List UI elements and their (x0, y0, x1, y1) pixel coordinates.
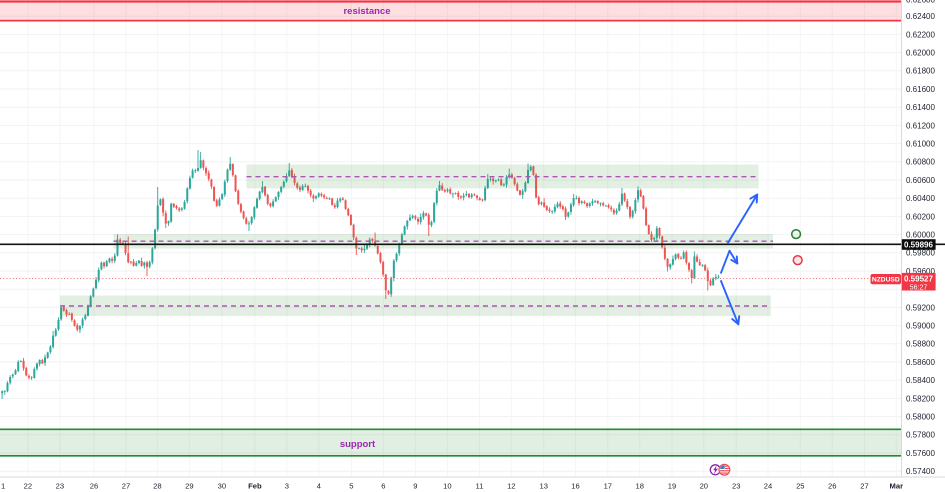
svg-text:1: 1 (1, 482, 5, 491)
svg-text:28: 28 (153, 482, 161, 491)
svg-text:support: support (340, 439, 376, 450)
svg-text:0.59527: 0.59527 (904, 274, 933, 283)
svg-text:0.59000: 0.59000 (906, 322, 935, 331)
svg-text:0.59896: 0.59896 (904, 241, 933, 250)
svg-text:NZDUSD: NZDUSD (872, 277, 900, 284)
svg-text:0.58000: 0.58000 (906, 413, 935, 422)
svg-text:5: 5 (349, 482, 353, 491)
svg-text:26: 26 (90, 482, 98, 491)
svg-text:56:27: 56:27 (910, 284, 928, 291)
svg-text:30: 30 (218, 482, 226, 491)
svg-text:16: 16 (571, 482, 579, 491)
svg-text:0.61800: 0.61800 (906, 67, 935, 76)
svg-text:0.61400: 0.61400 (906, 103, 935, 112)
svg-text:12: 12 (507, 482, 515, 491)
svg-text:Feb: Feb (248, 482, 262, 491)
svg-text:9: 9 (413, 482, 417, 491)
svg-text:27: 27 (860, 482, 868, 491)
svg-text:0.60200: 0.60200 (906, 212, 935, 221)
svg-text:29: 29 (185, 482, 193, 491)
svg-text:13: 13 (539, 482, 547, 491)
svg-text:18: 18 (635, 482, 643, 491)
svg-text:0.57800: 0.57800 (906, 431, 935, 440)
svg-text:0.60400: 0.60400 (906, 194, 935, 203)
svg-text:19: 19 (668, 482, 676, 491)
svg-text:0.58200: 0.58200 (906, 394, 935, 403)
svg-text:10: 10 (443, 482, 451, 491)
svg-text:0.58400: 0.58400 (906, 376, 935, 385)
svg-text:0.57400: 0.57400 (906, 467, 935, 476)
svg-text:0.59800: 0.59800 (906, 249, 935, 258)
svg-text:0.62000: 0.62000 (906, 49, 935, 58)
svg-text:4: 4 (317, 482, 321, 491)
svg-text:20: 20 (700, 482, 708, 491)
svg-text:0.62200: 0.62200 (906, 30, 935, 39)
svg-text:0.60800: 0.60800 (906, 158, 935, 167)
svg-text:22: 22 (24, 482, 32, 491)
svg-text:24: 24 (764, 482, 772, 491)
svg-text:17: 17 (604, 482, 612, 491)
svg-text:27: 27 (122, 482, 130, 491)
svg-text:resistance: resistance (343, 6, 390, 17)
svg-text:0.57600: 0.57600 (906, 449, 935, 458)
svg-text:0.61200: 0.61200 (906, 121, 935, 130)
svg-text:0.61600: 0.61600 (906, 85, 935, 94)
svg-text:0.60000: 0.60000 (906, 231, 935, 240)
svg-text:0.62400: 0.62400 (906, 12, 935, 21)
svg-text:23: 23 (732, 482, 740, 491)
svg-text:6: 6 (381, 482, 385, 491)
svg-text:0.59200: 0.59200 (906, 303, 935, 312)
svg-text:0.58800: 0.58800 (906, 340, 935, 349)
svg-text:3: 3 (285, 482, 289, 491)
svg-text:Mar: Mar (890, 482, 904, 491)
svg-text:0.58600: 0.58600 (906, 358, 935, 367)
svg-text:0.59600: 0.59600 (906, 267, 935, 276)
svg-text:0.60600: 0.60600 (906, 176, 935, 185)
svg-text:25: 25 (796, 482, 804, 491)
svg-text:26: 26 (828, 482, 836, 491)
svg-text:23: 23 (56, 482, 64, 491)
svg-text:11: 11 (476, 482, 484, 491)
svg-text:0.61000: 0.61000 (906, 140, 935, 149)
svg-text:0.62600: 0.62600 (906, 0, 935, 4)
